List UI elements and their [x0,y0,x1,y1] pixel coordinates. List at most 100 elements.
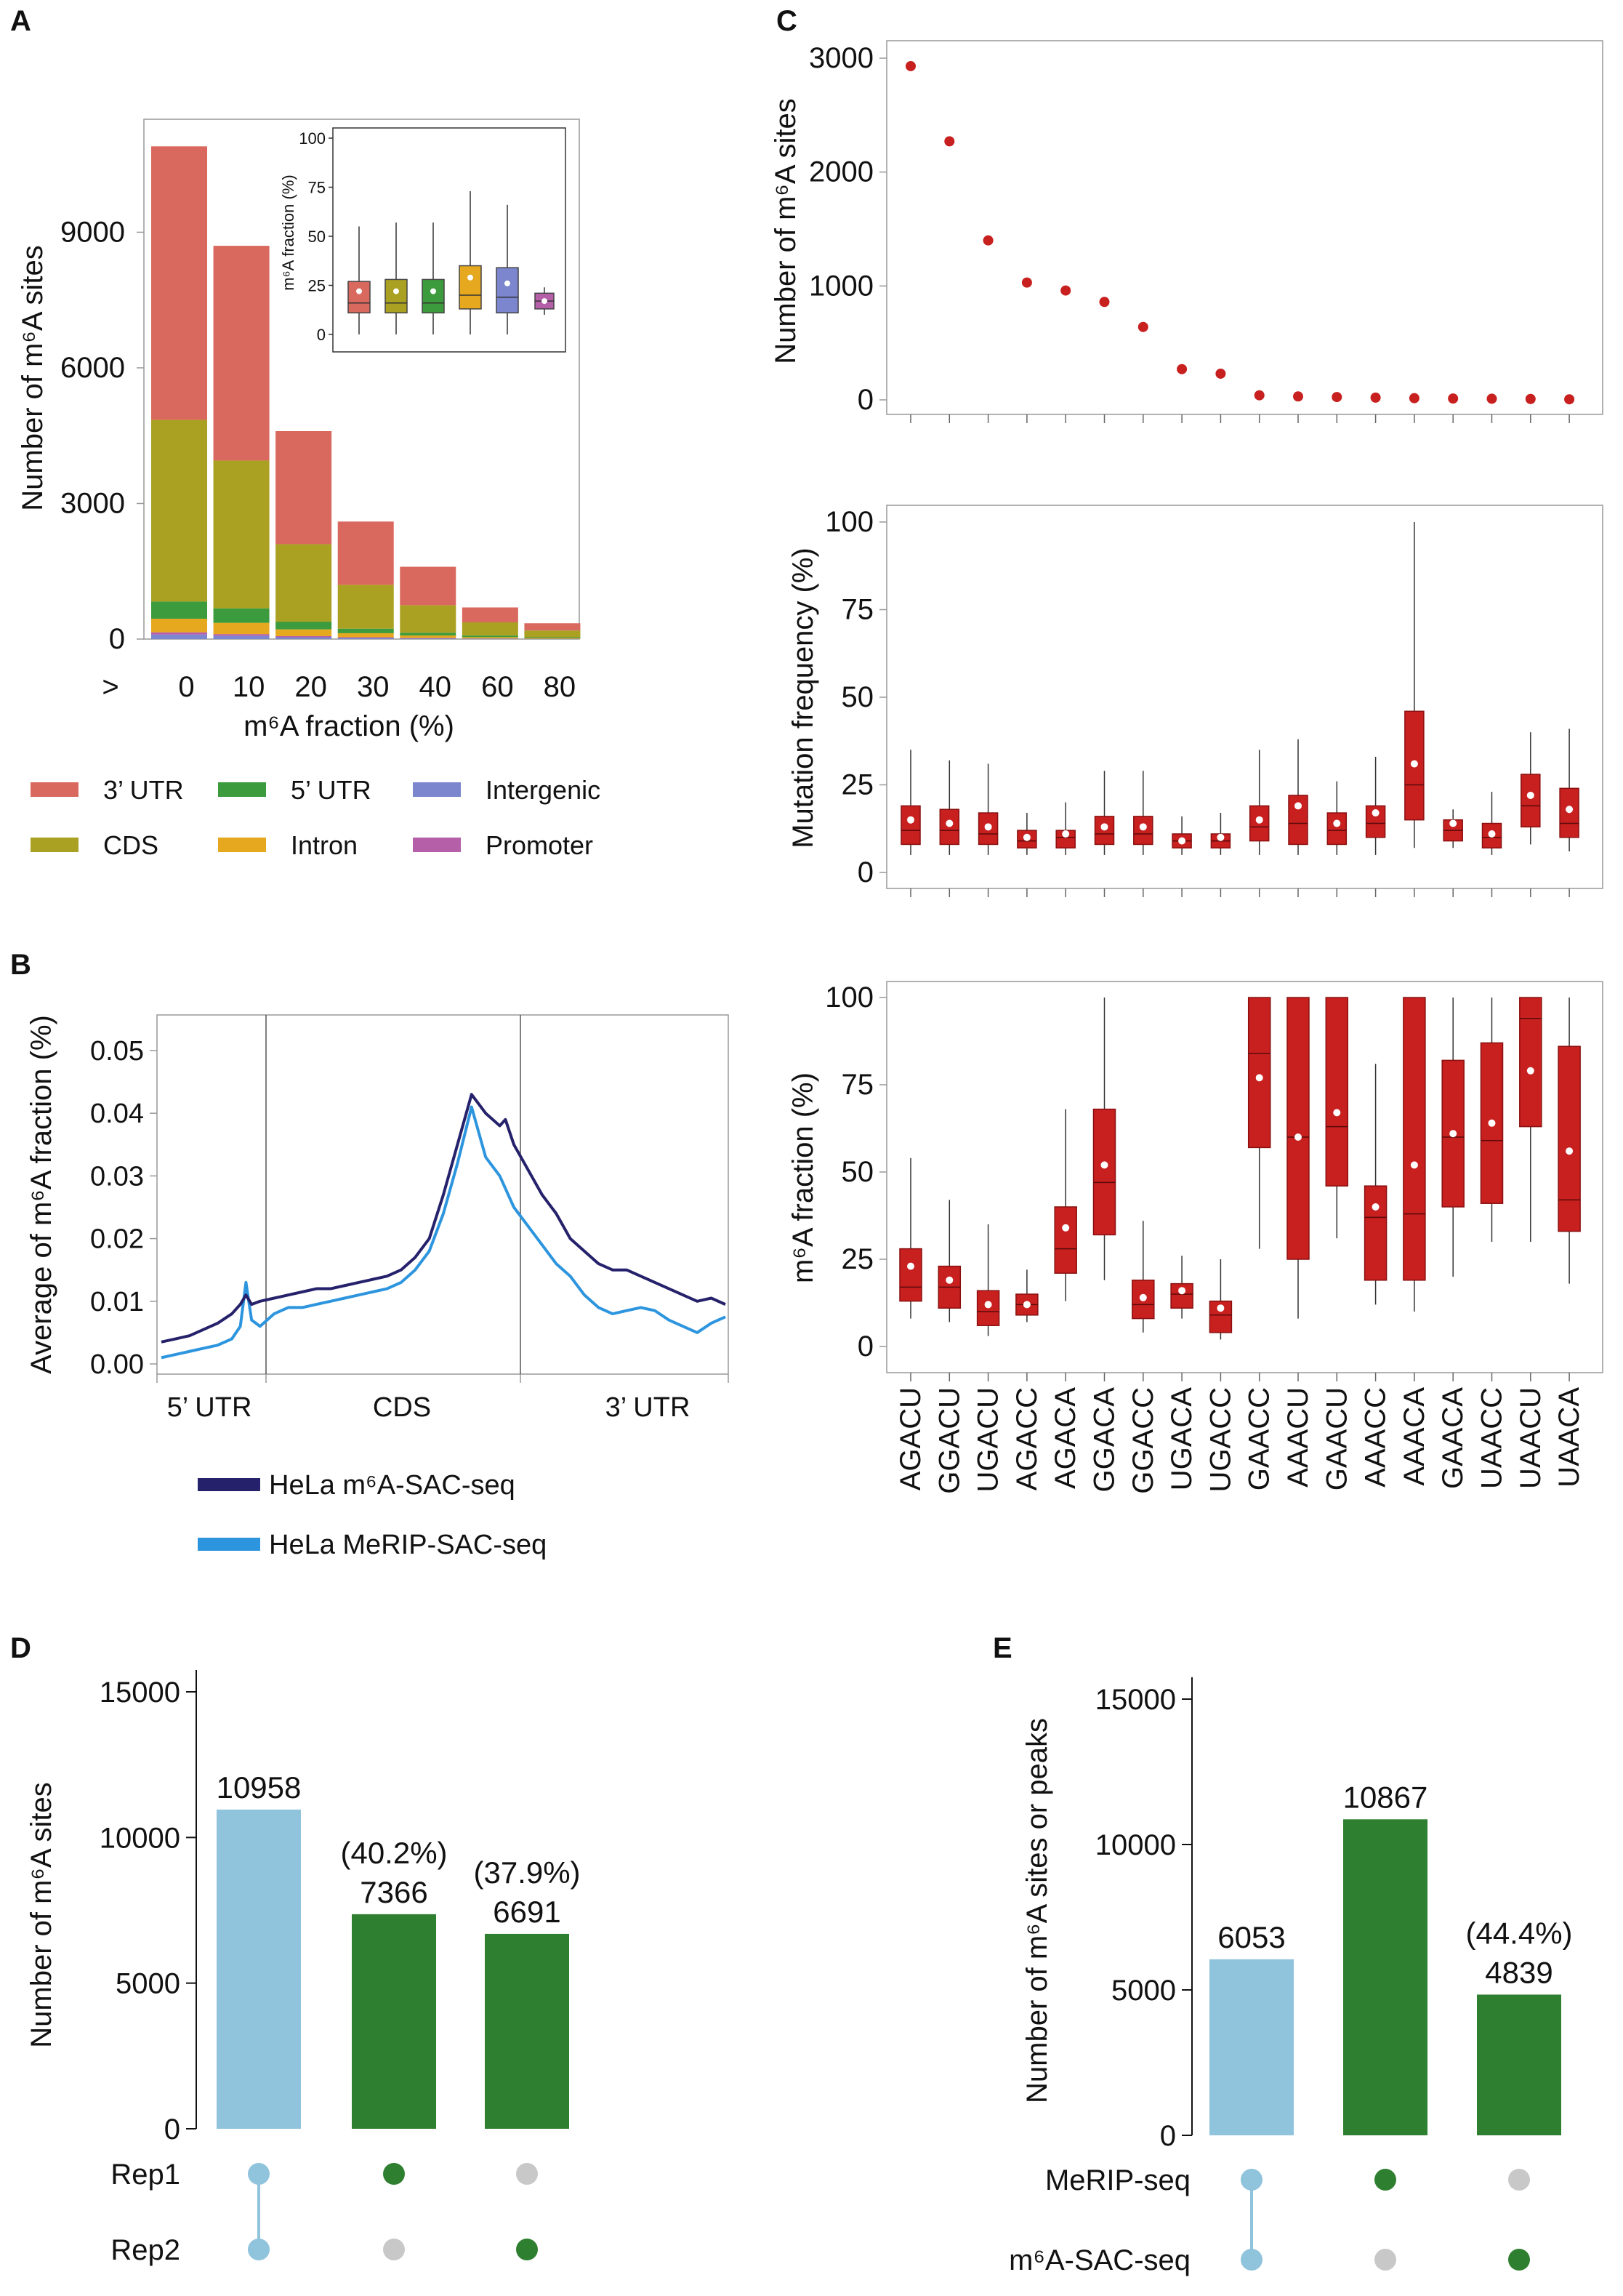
bar-percent-label: (40.2%) [340,1836,447,1870]
mutation-box-AAACU-mean [1294,802,1302,810]
x-axis-label-a: m⁶A fraction (%) [243,710,454,742]
legend-label-intron: Intron [291,830,358,860]
bar-segment-intergenic [213,635,270,639]
scatter-point [1525,393,1536,404]
y-tick-label: 5000 [116,1968,180,2000]
matrix-dot [1508,2169,1530,2191]
mutation-box-UAACA-mean [1566,806,1574,814]
y-tick-label-a: 0 [109,623,125,655]
inset-cds-box [384,278,408,314]
scatter-point [1137,321,1148,332]
legend-swatch-dark_line [198,1478,260,1491]
y-tick-label-a: 6000 [60,352,125,384]
matrix-dot [1374,2249,1396,2271]
fraction-box-UAACC-mean [1488,1119,1496,1127]
mutation-box-AAACA-box [1404,710,1425,821]
y-tick-label-b: 0.05 [90,1036,144,1067]
mutation-box-UAACC-box [1481,822,1502,849]
fraction-box-GGACU-mean [946,1276,954,1284]
motif-label: GGACA [1089,1387,1121,1493]
fraction-box-AGACC-mean [1023,1301,1031,1309]
bar-segment-cds [275,544,332,622]
bar-segment-intron [337,633,394,638]
x-tick-label-a: 30 [357,671,390,703]
mutation-box-AAACC-mean [1372,809,1380,817]
y-tick-label: 0 [164,2114,180,2146]
inset-y-axis-label: m⁶A fraction (%) [279,174,297,290]
bar-segment-cds [524,630,581,638]
inset-intergenic-mean [504,280,510,286]
scatter-point [1177,364,1188,374]
bar-segment-utr5 [213,608,270,623]
panel-letter-d: D [10,1632,31,1664]
y-tick-label-c-bottom: 50 [842,1156,874,1188]
scatter-point [1254,390,1265,401]
matrix-dot [383,2239,405,2260]
y-tick-label-c-middle: 100 [825,506,874,538]
matrix-dot [248,2163,270,2185]
bar-value-label: 4839 [1485,1955,1552,1989]
bar-segment-intergenic [400,638,456,639]
fraction-box-GAACU-mean [1333,1109,1341,1117]
plot-frame-c-top [886,40,1603,415]
y-axis-label: Number of m⁶A sites or peaks [1021,1718,1053,2103]
y-tick-label-c-middle: 25 [842,769,874,801]
matrix-dot [1374,2169,1396,2191]
mutation-box-GAACU-mean [1333,819,1341,827]
panel-e-upset-chart: 0 5000 10000 15000 Number of m⁶A sites or pe… [1009,1677,1573,2276]
legend-label-cds: CDS [103,830,158,860]
motif-label: UGACA [1166,1387,1198,1491]
set-label: m⁶A-SAC-seq [1009,2244,1191,2276]
intersection-bar [1209,1959,1294,2135]
motif-label: UGACU [972,1387,1004,1492]
y-tick-label-a: 9000 [60,216,125,248]
fraction-box-GAACC-box [1247,997,1271,1149]
bar-percent-label: (44.4%) [1465,1916,1572,1950]
fraction-box-UGACU-box [976,1290,1000,1326]
set-label: Rep2 [110,2234,180,2266]
motif-label: AGACA [1050,1387,1082,1489]
y-tick-label-c-middle: 50 [842,681,874,713]
mutation-box-GAACU-box [1326,812,1348,846]
panel-d-upset-chart: 0 5000 10000 15000 Number of m⁶A sites 10958 7… [25,1670,581,2266]
bar-segment-promoter [275,635,332,638]
bar-segment-utr5 [400,633,456,636]
inset-intron-mean [467,274,473,281]
intersection-bar [485,1933,569,2129]
legend-swatch-promoter [413,838,461,852]
y-tick-label-c-bottom: 100 [825,982,874,1013]
mutation-box-GAACC-mean [1255,816,1263,824]
y-tick-label: 10000 [1095,1829,1176,1861]
series-line-dark_line [161,1093,726,1344]
fraction-box-GAACU-box [1325,997,1349,1187]
legend-swatch-cds [31,838,78,852]
series-line-light_line [161,1105,726,1360]
inset-intergenic-box [496,267,519,314]
motif-label: AAACU [1282,1387,1314,1488]
bar-segment-utr3 [151,146,208,420]
bar-segment-utr5 [151,601,208,619]
y-tick-label-c-bottom: 25 [842,1243,874,1275]
fraction-box-UAACA-mean [1566,1147,1574,1155]
scatter-point [944,136,955,147]
fraction-box-GGACC-box [1132,1280,1155,1320]
bar-segment-utr3 [275,431,332,545]
fraction-box-GGACC-mean [1139,1293,1147,1301]
bar-segment-cds [400,605,456,633]
bar-segment-intron [462,637,518,639]
panel-b-metagene-line-chart: 0.00 0.01 0.02 0.03 0.04 0.05 Average of m⁶A f… [25,1014,729,1560]
intersection-bar [217,1809,301,2129]
y-axis-label-c-bottom: m⁶A fraction (%) [787,1072,819,1283]
panel-a-stacked-bar-chart: 0 3000 6000 9000 Number of m⁶A sites 0 10 20 30 4… [17,119,600,860]
legend-label-utr5: 5’ UTR [291,775,371,805]
scatter-point [1060,285,1071,296]
mutation-box-UGACC-mean [1217,833,1225,841]
plot-frame-b [156,1014,729,1375]
bar-value-label: 7366 [360,1875,427,1909]
bar-segment-intron [524,638,581,639]
inset-promoter-mean [541,298,547,305]
fraction-box-AGACU-box [899,1248,922,1302]
x-tick-label-a: 60 [481,671,514,703]
motif-label: GGACU [933,1387,965,1494]
